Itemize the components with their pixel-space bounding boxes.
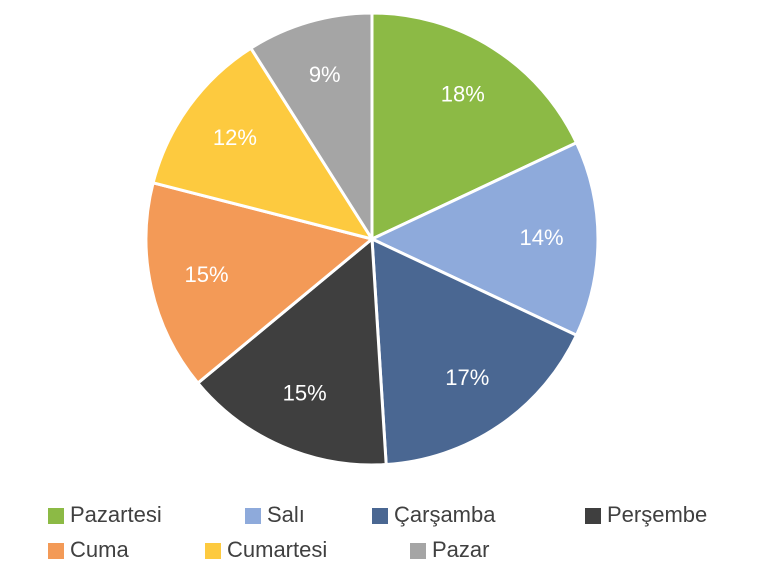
legend-swatch (48, 543, 64, 559)
pie-slice (144, 180, 376, 386)
data-label: 14% (519, 225, 563, 250)
legend-label: Cumartesi (227, 537, 327, 562)
pie-slice (195, 235, 388, 467)
data-label: 17% (445, 365, 489, 390)
data-label: 9% (309, 62, 341, 87)
data-label: 15% (283, 380, 327, 405)
legend-swatch (245, 508, 261, 524)
pie-slice (248, 11, 374, 245)
legend-label: Pazar (432, 537, 489, 562)
pie-slice (368, 140, 600, 338)
legend-label: Salı (267, 502, 305, 527)
data-label: 12% (213, 125, 257, 150)
pie-slice (151, 46, 376, 242)
legend-swatch (48, 508, 64, 524)
legend-swatch (410, 543, 426, 559)
pie-slice (370, 236, 579, 467)
legend-swatch (585, 508, 601, 524)
data-label: 15% (185, 262, 229, 287)
legend-swatch (205, 543, 221, 559)
legend-label: Pazartesi (70, 502, 162, 527)
legend-label: Cuma (70, 537, 129, 562)
legend-label: Perşembe (607, 502, 707, 527)
legend-swatch (372, 508, 388, 524)
pie-slice (370, 11, 579, 242)
data-label: 18% (441, 82, 485, 107)
legend-label: Çarşamba (394, 502, 496, 527)
